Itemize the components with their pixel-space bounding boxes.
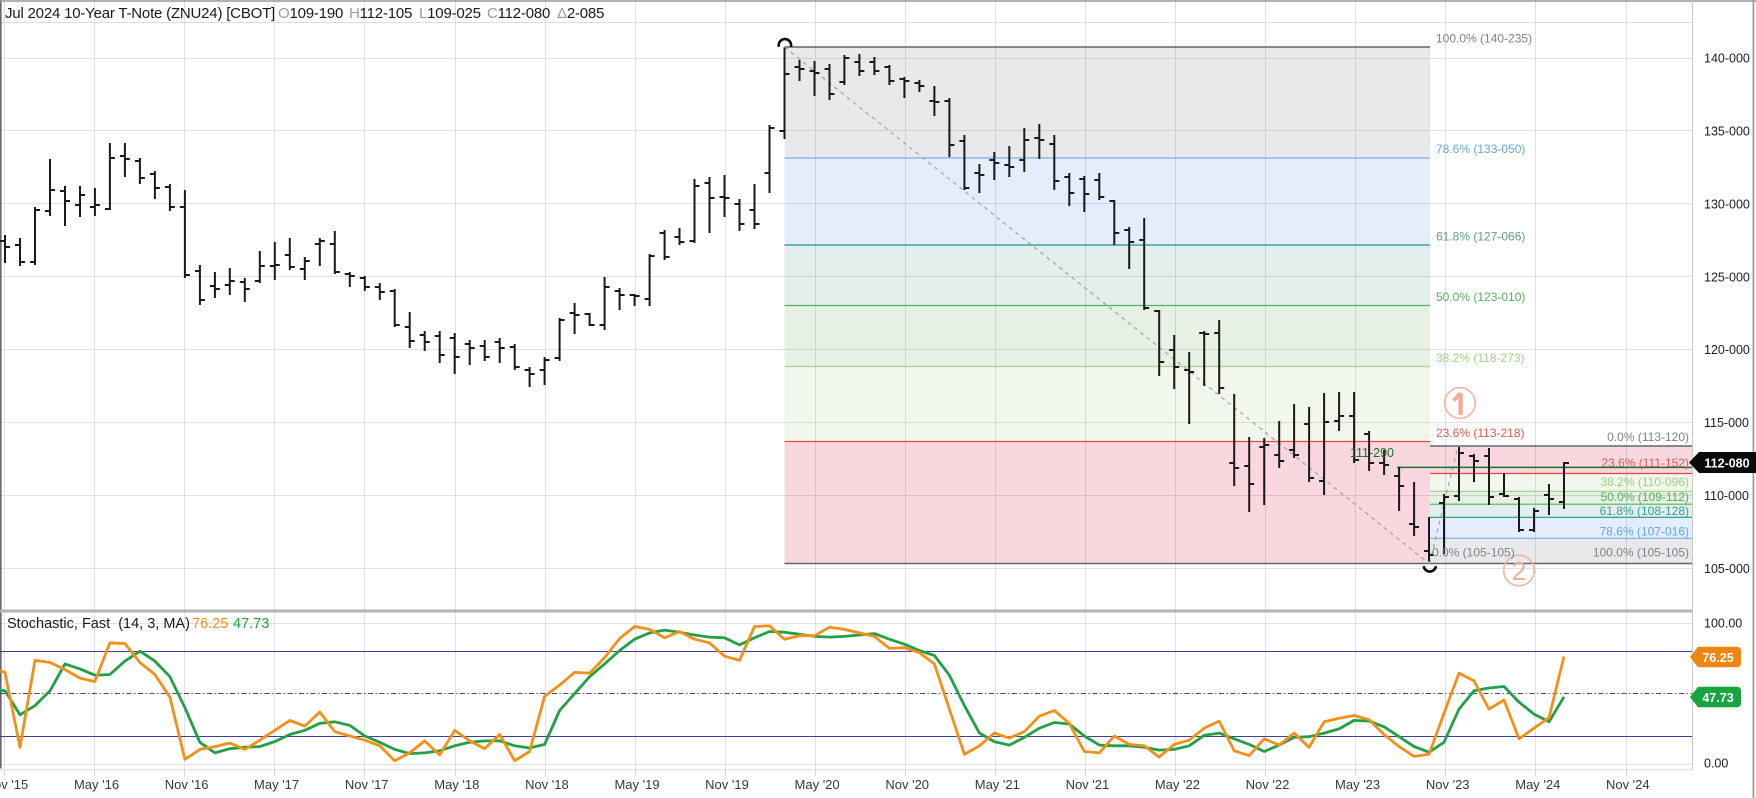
svg-text:0.00: 0.00 bbox=[1704, 756, 1728, 770]
svg-text:130-000: 130-000 bbox=[1704, 197, 1750, 211]
svg-text:47.73: 47.73 bbox=[1702, 691, 1733, 705]
svg-text:Jul 2024 10-Year T-Note (ZNU24: Jul 2024 10-Year T-Note (ZNU24) [CBOT] O1… bbox=[5, 5, 604, 22]
svg-text:23.6% (113-218): 23.6% (113-218) bbox=[1436, 426, 1525, 440]
svg-text:112-080: 112-080 bbox=[1704, 457, 1749, 471]
svg-text:2: 2 bbox=[1512, 556, 1526, 586]
svg-text:100.0% (105-105): 100.0% (105-105) bbox=[1593, 546, 1689, 560]
svg-text:78.6% (107-016): 78.6% (107-016) bbox=[1600, 525, 1689, 539]
svg-text:May '23: May '23 bbox=[1335, 777, 1380, 792]
svg-text:0.0% (113-120): 0.0% (113-120) bbox=[1607, 430, 1689, 444]
svg-text:23.6% (111-152): 23.6% (111-152) bbox=[1601, 456, 1689, 470]
svg-text:May '16: May '16 bbox=[74, 777, 119, 792]
svg-text:Nov '22: Nov '22 bbox=[1246, 777, 1290, 792]
svg-text:61.8% (108-128): 61.8% (108-128) bbox=[1600, 504, 1689, 518]
svg-text:Nov '24: Nov '24 bbox=[1606, 777, 1650, 792]
svg-text:38.2% (110-096): 38.2% (110-096) bbox=[1601, 475, 1690, 489]
svg-text:120-000: 120-000 bbox=[1704, 343, 1750, 357]
svg-text:May '17: May '17 bbox=[254, 777, 299, 792]
svg-text:115-000: 115-000 bbox=[1704, 416, 1749, 430]
svg-text:38.2% (118-273): 38.2% (118-273) bbox=[1436, 351, 1525, 365]
svg-text:Nov '18: Nov '18 bbox=[525, 777, 569, 792]
svg-text:Nov '16: Nov '16 bbox=[165, 777, 209, 792]
svg-text:May '24: May '24 bbox=[1515, 777, 1560, 792]
svg-text:May '19: May '19 bbox=[614, 777, 659, 792]
svg-text:100.00: 100.00 bbox=[1704, 616, 1742, 630]
svg-text:78.6% (133-050): 78.6% (133-050) bbox=[1436, 142, 1525, 156]
svg-text:0.0% (105-105): 0.0% (105-105) bbox=[1432, 546, 1515, 560]
svg-text:Nov '17: Nov '17 bbox=[345, 777, 389, 792]
svg-text:Nov '15: Nov '15 bbox=[0, 777, 28, 792]
svg-text:Stochastic, Fast (14, 3, MA)7: Stochastic, Fast (14, 3, MA) 76.25 47.73 bbox=[7, 616, 269, 632]
svg-text:140-000: 140-000 bbox=[1704, 52, 1750, 66]
svg-text:50.0% (109-112): 50.0% (109-112) bbox=[1601, 490, 1690, 504]
svg-text:Nov '20: Nov '20 bbox=[885, 777, 929, 792]
svg-text:May '21: May '21 bbox=[975, 777, 1020, 792]
svg-text:110-000: 110-000 bbox=[1704, 489, 1749, 503]
svg-text:61.8% (127-066): 61.8% (127-066) bbox=[1436, 230, 1525, 244]
svg-text:May '20: May '20 bbox=[795, 777, 840, 792]
svg-text:111-290: 111-290 bbox=[1350, 446, 1394, 460]
svg-text:Nov '21: Nov '21 bbox=[1066, 777, 1110, 792]
svg-text:May '22: May '22 bbox=[1155, 777, 1200, 792]
svg-text:100.0% (140-235): 100.0% (140-235) bbox=[1436, 32, 1532, 46]
svg-text:105-000: 105-000 bbox=[1704, 562, 1750, 576]
svg-text:50.0% (123-010): 50.0% (123-010) bbox=[1436, 290, 1525, 304]
svg-text:Nov '19: Nov '19 bbox=[705, 777, 749, 792]
svg-text:125-000: 125-000 bbox=[1704, 270, 1750, 284]
svg-text:Nov '23: Nov '23 bbox=[1426, 777, 1470, 792]
svg-text:76.25: 76.25 bbox=[1702, 651, 1733, 665]
svg-text:May '18: May '18 bbox=[434, 777, 479, 792]
svg-text:135-000: 135-000 bbox=[1704, 125, 1750, 139]
